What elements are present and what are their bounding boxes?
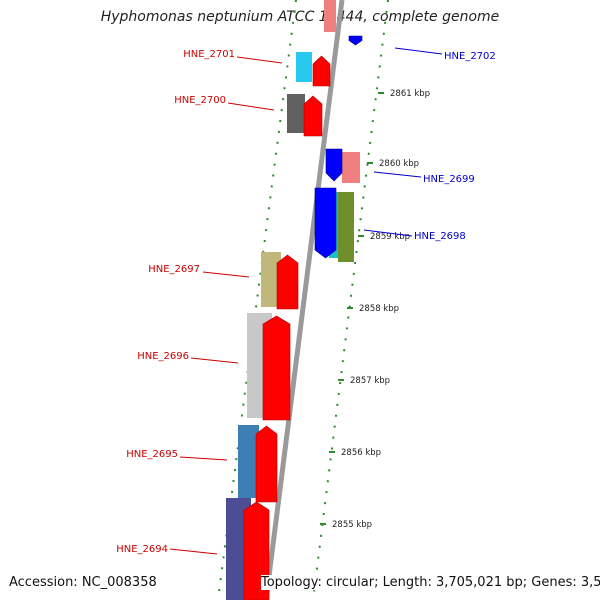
scale-tick-label: 2857 kbp: [350, 376, 390, 386]
gene-label-hne-2701: HNE_2701: [183, 49, 235, 60]
gene-leader-line: [227, 102, 275, 111]
scale-tick-label: 2855 kbp: [332, 520, 372, 530]
gene-label-hne-2698: HNE_2698: [414, 231, 466, 242]
gene-leader-line: [363, 229, 413, 237]
feature-olive-2698: [338, 192, 354, 262]
gene-label-hne-2700: HNE_2700: [174, 95, 226, 106]
gene-leader-line: [169, 548, 218, 555]
gene-leader-line: [190, 357, 239, 364]
gene-leader-line: [236, 56, 283, 64]
right-dotted-guide: [312, 0, 389, 600]
reverse-gene-arrow-2: [325, 148, 343, 182]
scale-tick-label: 2858 kbp: [359, 304, 399, 314]
gene-leader-line: [179, 456, 228, 461]
backbone-line: [263, 0, 345, 600]
scale-tick-label: 2856 kbp: [341, 448, 381, 458]
forward-gene-arrow-2: [303, 95, 323, 137]
gene-leader-line: [373, 171, 422, 178]
gene-label-hne-2694: HNE_2694: [116, 544, 168, 555]
gene-label-hne-2699: HNE_2699: [423, 174, 475, 185]
gene-leader-line: [394, 47, 443, 55]
scale-tick-label: 2861 kbp: [390, 89, 430, 99]
scale-ticks: 2861 kbp 2860 kbp 2859 kbp 2858 kbp 2857 kbp…: [320, 89, 430, 530]
accession-label: Accession: NC_008358: [9, 575, 157, 590]
feature-hne-2697-homolog: [261, 252, 281, 307]
gene-labels: HNE_2701 HNE_2700 HNE_2702 HNE_2699 HNE_2698…: [116, 47, 496, 555]
feature-hne-2700-homolog: [287, 94, 305, 133]
scale-tick-label: 2859 kbp: [370, 232, 410, 242]
feature-pink-2699: [342, 152, 360, 183]
gene-label-hne-2696: HNE_2696: [137, 351, 189, 362]
gene-leader-line: [202, 271, 250, 278]
dotted-guides: [217, 0, 389, 600]
page-title: Hyphomonas neptunium ATCC 15444, complet…: [100, 9, 500, 25]
reverse-gene-arrow-3: [314, 187, 337, 259]
feature-hne-2695-homolog: [238, 425, 259, 498]
gene-label-hne-2695: HNE_2695: [126, 449, 178, 460]
gene-label-hne-2702: HNE_2702: [444, 51, 496, 62]
feature-blocks: [226, 0, 363, 600]
gene-label-hne-2697: HNE_2697: [148, 264, 200, 275]
reverse-gene-arrow-1: [348, 35, 363, 46]
genome-backbone: [263, 0, 345, 600]
scale-tick-label: 2860 kbp: [379, 159, 419, 169]
forward-gene-arrow-5: [255, 425, 278, 503]
feature-hne-2701-homolog: [296, 52, 312, 82]
top-feature-pink: [324, 0, 336, 32]
forward-gene-arrow-1: [312, 55, 331, 87]
left-dotted-guide: [217, 0, 297, 600]
genome-stats: Topology: circular; Length: 3,705,021 bp…: [261, 575, 600, 590]
forward-gene-arrow-3: [276, 254, 299, 310]
forward-gene-arrow-4: [262, 315, 291, 421]
